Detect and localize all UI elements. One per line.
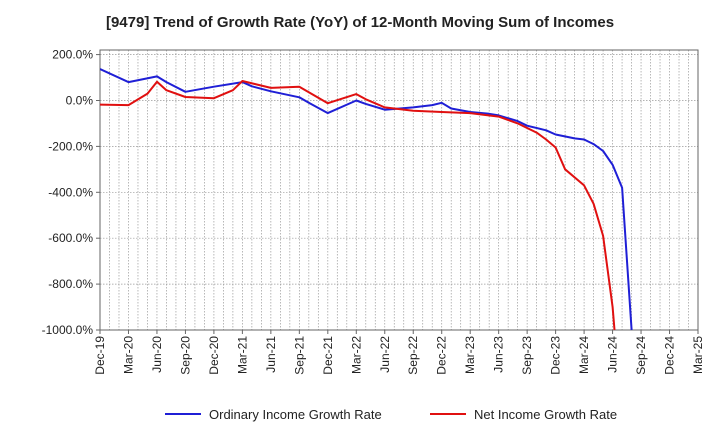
x-tick-label: Dec-21 bbox=[321, 336, 335, 375]
x-tick-label: Jun-22 bbox=[378, 336, 392, 373]
x-tick-label: Dec-22 bbox=[435, 336, 449, 375]
y-tick-label: -600.0% bbox=[48, 231, 93, 245]
y-tick-label: 0.0% bbox=[66, 93, 94, 107]
x-tick-label: Mar-20 bbox=[121, 336, 135, 374]
y-tick-label: -400.0% bbox=[48, 185, 93, 199]
series-line-ordinary-income bbox=[100, 68, 633, 331]
x-tick-label: Jun-23 bbox=[492, 336, 506, 373]
plot-frame bbox=[99, 49, 699, 331]
x-tick-label: Mar-23 bbox=[463, 336, 477, 374]
y-tick-label: -1000.0% bbox=[42, 323, 94, 337]
x-tick-label: Dec-23 bbox=[549, 336, 563, 375]
x-tick-label: Sep-21 bbox=[292, 336, 306, 375]
x-tick-label: Sep-22 bbox=[406, 336, 420, 375]
x-tick-label: Dec-19 bbox=[93, 336, 107, 375]
chart-title: [9479] Trend of Growth Rate (YoY) of 12-… bbox=[105, 14, 615, 31]
x-tick-label: Jun-24 bbox=[606, 336, 620, 373]
x-tick-label: Sep-23 bbox=[520, 336, 534, 375]
x-tick-label: Mar-22 bbox=[349, 336, 363, 374]
legend-label: Ordinary Income Growth Rate bbox=[209, 407, 382, 422]
x-tick-label: Jun-21 bbox=[264, 336, 278, 373]
x-tick-label: Mar-25 bbox=[691, 336, 705, 374]
x-tick-label: Mar-24 bbox=[577, 336, 591, 374]
x-tick-label: Jun-20 bbox=[150, 336, 164, 373]
x-tick-label: Sep-20 bbox=[178, 336, 192, 375]
series-line-net-income bbox=[100, 80, 616, 331]
x-tick-label: Dec-20 bbox=[207, 336, 221, 375]
y-tick-label: -200.0% bbox=[48, 139, 93, 153]
x-tick-label: Dec-24 bbox=[663, 336, 677, 375]
x-tick-label: Sep-24 bbox=[634, 336, 648, 375]
y-tick-label: -800.0% bbox=[48, 277, 93, 291]
x-tick-label: Mar-21 bbox=[235, 336, 249, 374]
legend-label: Net Income Growth Rate bbox=[474, 407, 617, 422]
y-tick-label: 200.0% bbox=[52, 48, 93, 62]
